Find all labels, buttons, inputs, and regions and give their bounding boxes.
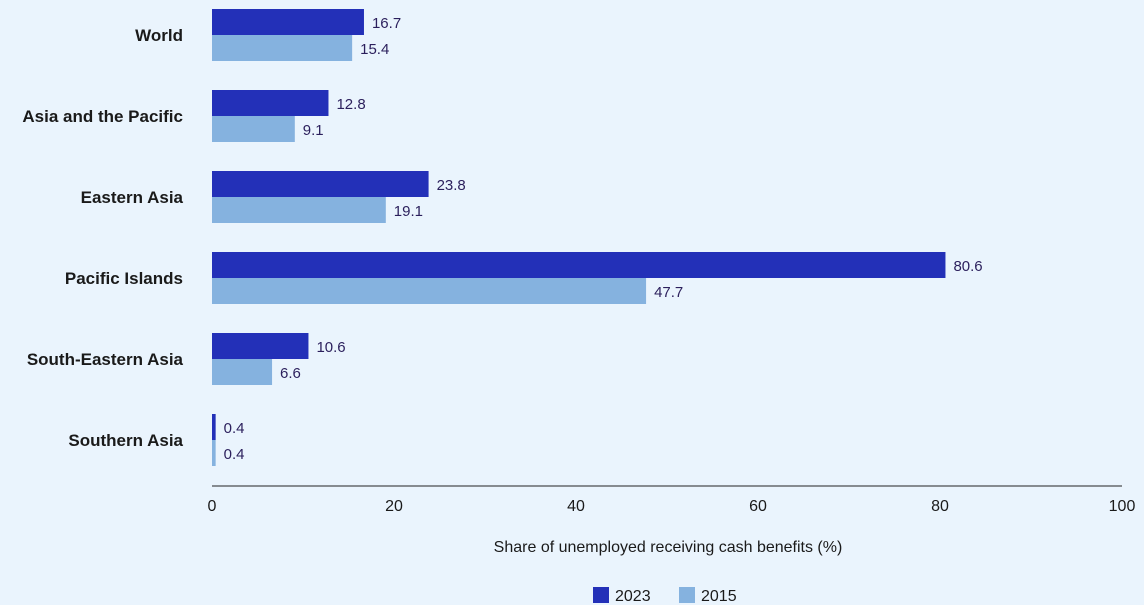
bar-2015 (212, 116, 295, 142)
value-label: 16.7 (372, 15, 401, 32)
category-label: Asia and the Pacific (22, 107, 183, 126)
bar-2015 (212, 359, 273, 385)
bar-2015 (212, 440, 216, 466)
x-axis-ticks: 0 20 40 60 80 100 (208, 498, 1136, 515)
value-label: 47.7 (654, 284, 683, 301)
category-label: South-Eastern Asia (27, 350, 184, 369)
value-label: 9.1 (303, 122, 324, 139)
category-labels: World Asia and the Pacific Eastern Asia Pac… (22, 26, 183, 450)
x-tick-label: 0 (208, 498, 217, 515)
value-label: 12.8 (336, 96, 365, 113)
category-label: World (135, 26, 183, 45)
x-tick-label: 40 (567, 498, 585, 515)
value-label: 6.6 (280, 365, 301, 382)
value-label: 19.1 (394, 203, 423, 220)
bar-2023 (212, 252, 946, 278)
value-label: 0.4 (224, 446, 245, 463)
legend-swatch-2015 (679, 587, 695, 603)
value-labels: 16.7 15.4 12.8 9.1 23.8 19.1 80.6 47.7 10.6 6.6 0.… (224, 15, 983, 463)
x-tick-label: 100 (1109, 498, 1136, 515)
bar-2015 (212, 197, 386, 223)
x-tick-label: 60 (749, 498, 767, 515)
legend-label: 2023 (615, 588, 651, 605)
bar-2023 (212, 171, 429, 197)
x-tick-label: 80 (931, 498, 949, 515)
value-label: 15.4 (360, 41, 389, 58)
bar-2023 (212, 9, 364, 35)
bar-2023 (212, 90, 329, 116)
bar-2023 (212, 333, 309, 359)
category-label: Eastern Asia (81, 188, 184, 207)
x-tick-label: 20 (385, 498, 403, 515)
value-label: 80.6 (953, 258, 982, 275)
bar-2015 (212, 35, 353, 61)
category-label: Pacific Islands (65, 269, 183, 288)
value-label: 23.8 (437, 177, 466, 194)
legend-label: 2015 (701, 588, 737, 605)
x-axis-title: Share of unemployed receiving cash benef… (494, 539, 843, 556)
legend: 2023 2015 (593, 587, 737, 605)
bars-group (212, 9, 946, 466)
bar-2023 (212, 414, 216, 440)
value-label: 10.6 (316, 339, 345, 356)
category-label: Southern Asia (68, 431, 183, 450)
legend-swatch-2023 (593, 587, 609, 603)
bar-2015 (212, 278, 647, 304)
value-label: 0.4 (224, 420, 245, 437)
